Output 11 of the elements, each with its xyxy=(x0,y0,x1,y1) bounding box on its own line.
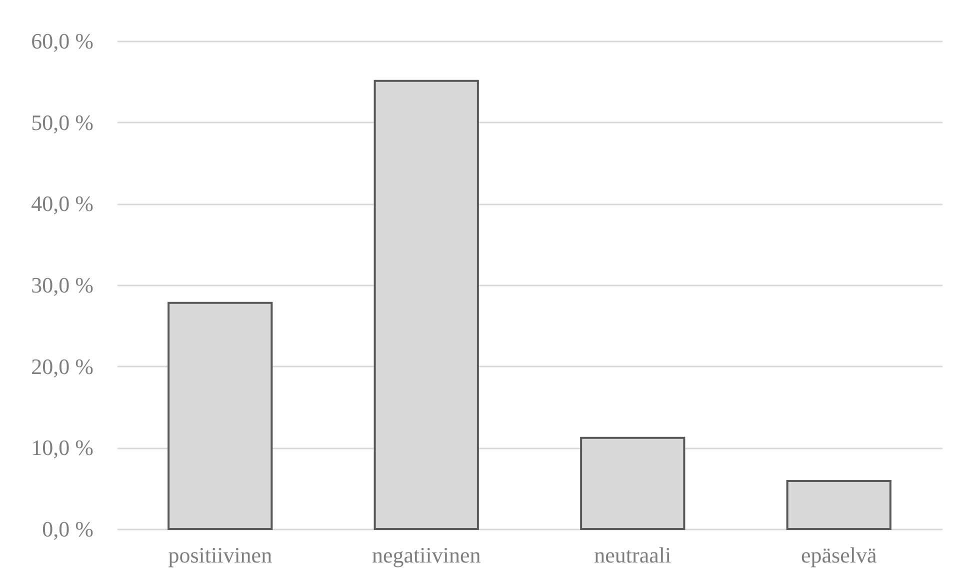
y-tick-label: 20,0 % xyxy=(31,354,94,379)
x-tick-label: epäselvä xyxy=(801,542,877,568)
y-tick-label: 60,0 % xyxy=(31,28,94,54)
y-tick-label: 40,0 % xyxy=(31,191,94,216)
y-tick-label: 0,0 % xyxy=(42,516,94,542)
y-tick-label: 50,0 % xyxy=(31,110,94,135)
x-tick-label: neutraali xyxy=(594,542,672,568)
x-tick-label: negatiivinen xyxy=(372,542,481,568)
x-tick-label: positiivinen xyxy=(168,542,272,568)
y-tick-label: 30,0 % xyxy=(31,272,94,298)
y-tick-label: 10,0 % xyxy=(31,435,94,460)
